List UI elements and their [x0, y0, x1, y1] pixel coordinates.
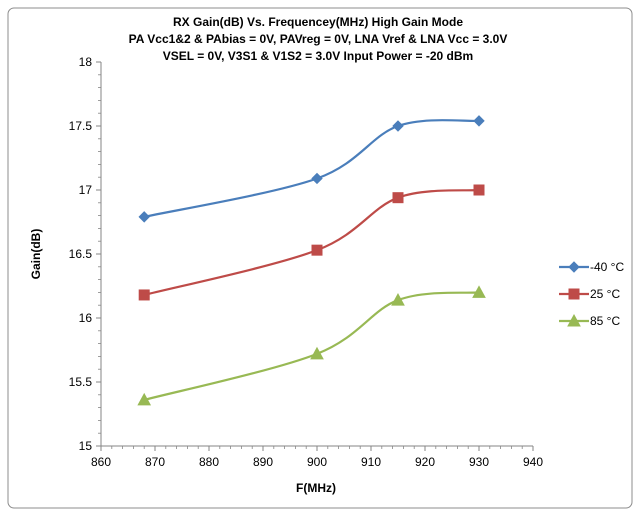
y-tick-label: 16 [79, 311, 93, 325]
data-point [473, 184, 485, 196]
data-point [310, 346, 324, 360]
x-tick-label: 930 [469, 455, 489, 469]
data-point [138, 289, 150, 301]
y-tick-label: 17 [79, 183, 93, 197]
data-point [392, 120, 404, 132]
series-group [137, 115, 486, 406]
chart-subtitle-line-2: VSEL = 0V, V3S1 & V1S2 = 3.0V Input Powe… [163, 49, 473, 63]
legend-label: 25 °C [590, 287, 620, 301]
x-tick-label: 890 [253, 455, 273, 469]
series-line [143, 291, 480, 401]
data-point [472, 285, 486, 298]
legend: -40 °C 25 °C 85 °C [559, 260, 624, 328]
series-line [143, 188, 480, 297]
legend-marker [567, 313, 581, 327]
y-tick-label: 16.5 [69, 247, 93, 261]
x-axis-label: F(MHz) [296, 481, 336, 495]
y-tick-label: 17.5 [69, 119, 93, 133]
x-tick-label: 920 [415, 455, 435, 469]
data-point [311, 172, 323, 185]
y-tick-label: 15 [79, 439, 93, 453]
data-point [391, 293, 405, 306]
chart-border [7, 7, 633, 509]
y-tick-label: 18 [79, 55, 93, 69]
legend-label: -40 °C [590, 260, 624, 274]
x-tick-label: 880 [199, 455, 219, 469]
x-tick-label: 910 [361, 455, 381, 469]
y-axis-label: Gain(dB) [29, 229, 43, 280]
x-tick-label: 900 [307, 455, 327, 469]
chart-title: RX Gain(dB) Vs. Frequencey(MHz) High Gai… [173, 15, 463, 29]
data-point [138, 211, 150, 223]
data-point [473, 115, 485, 127]
y-tick-label: 15.5 [69, 375, 93, 389]
axes: 15 15.5 16 16.5 17 17.5 18 860 870 880 890 900 910 92… [69, 55, 544, 469]
x-tick-label: 870 [145, 455, 165, 469]
x-tick-label: 940 [523, 455, 543, 469]
series-line [143, 119, 480, 218]
chart-subtitle-line-1: PA Vcc1&2 & PAbias = 0V, PAVreg = 0V, LN… [129, 32, 508, 46]
legend-marker [568, 288, 580, 300]
x-tick-label: 860 [91, 455, 111, 469]
legend-label: 85 °C [590, 314, 620, 328]
data-point [137, 392, 152, 406]
data-point [311, 244, 323, 256]
data-point [392, 192, 404, 204]
legend-marker [568, 261, 580, 273]
